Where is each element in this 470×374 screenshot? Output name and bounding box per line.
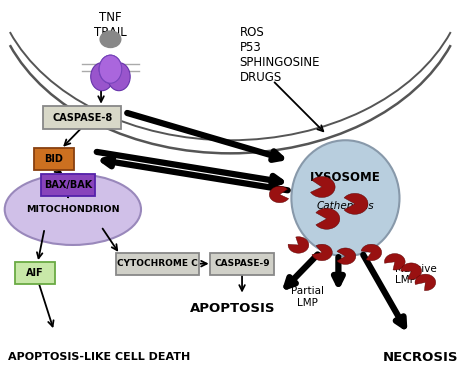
Ellipse shape [291, 140, 400, 256]
Ellipse shape [108, 63, 130, 91]
Polygon shape [312, 244, 332, 261]
Polygon shape [415, 274, 436, 291]
Text: CYTOCHROME C: CYTOCHROME C [117, 259, 198, 268]
Text: LYSOSOME: LYSOSOME [310, 171, 381, 184]
Polygon shape [269, 186, 289, 203]
Circle shape [100, 31, 121, 47]
FancyBboxPatch shape [43, 106, 121, 129]
Text: AIF: AIF [26, 268, 44, 278]
Text: APOPTOSIS: APOPTOSIS [190, 302, 275, 315]
FancyBboxPatch shape [15, 262, 55, 284]
Polygon shape [344, 193, 368, 214]
FancyBboxPatch shape [211, 253, 274, 275]
FancyBboxPatch shape [117, 253, 198, 275]
Text: Partial
LMP: Partial LMP [291, 286, 324, 308]
Text: CASPASE-8: CASPASE-8 [52, 113, 112, 123]
Polygon shape [384, 254, 405, 270]
Text: APOPTOSIS-LIKE CELL DEATH: APOPTOSIS-LIKE CELL DEATH [8, 352, 190, 362]
Ellipse shape [99, 55, 122, 83]
FancyBboxPatch shape [41, 174, 95, 196]
Text: TNF
TRAIL: TNF TRAIL [94, 11, 127, 39]
Ellipse shape [5, 174, 141, 245]
Ellipse shape [91, 63, 113, 91]
FancyBboxPatch shape [34, 148, 74, 170]
Text: MITOCHONDRION: MITOCHONDRION [26, 205, 120, 214]
Text: Cathepsins: Cathepsins [317, 201, 374, 211]
Polygon shape [361, 244, 382, 261]
Polygon shape [337, 248, 356, 264]
Text: BID: BID [45, 154, 63, 164]
Polygon shape [316, 208, 340, 229]
Text: BAX/BAK: BAX/BAK [44, 180, 92, 190]
Text: NECROSIS: NECROSIS [383, 351, 458, 364]
Text: CASPASE-9: CASPASE-9 [214, 259, 270, 268]
Ellipse shape [99, 55, 122, 83]
Polygon shape [311, 177, 335, 197]
Polygon shape [401, 263, 422, 279]
Text: ROS
P53
SPHINGOSINE
DRUGS: ROS P53 SPHINGOSINE DRUGS [240, 26, 320, 84]
Text: Massive
LMP: Massive LMP [395, 264, 437, 285]
Polygon shape [288, 237, 309, 253]
